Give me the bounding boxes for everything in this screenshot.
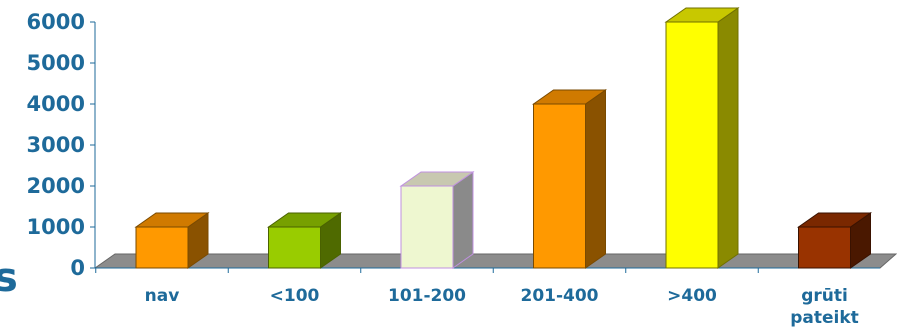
y-tick-label: 0	[70, 256, 85, 280]
bar-front	[665, 21, 719, 269]
y-tick-label: 4000	[27, 92, 85, 116]
bar-front	[400, 185, 454, 269]
chart-axes	[90, 21, 880, 273]
bar	[134, 212, 210, 269]
x-axis-tick-labels: nav <100 101-200 201-400 >400 grūti pateikt	[145, 286, 859, 328]
bar-side	[585, 89, 606, 269]
chart-floor	[93, 253, 897, 269]
bar-front	[533, 103, 586, 269]
y-tick-label: 3000	[27, 133, 85, 157]
bar-front	[268, 226, 321, 269]
y-tick-label: 1000	[27, 215, 85, 239]
x-tick-label: grūti pateikt	[790, 286, 859, 328]
y-tick-label: 2000	[27, 174, 85, 198]
x-tick-label: nav	[145, 286, 180, 306]
bar-front	[798, 226, 851, 269]
bar	[399, 171, 475, 269]
floor-plane	[93, 253, 897, 269]
y-axis-tick-labels: 0 1000 2000 3000 4000 5000 6000	[27, 10, 85, 280]
y-tick-label: 5000	[27, 51, 85, 75]
bar	[796, 212, 873, 269]
y-tick-label: 6000	[27, 10, 85, 34]
bar-front	[135, 226, 189, 269]
bar	[266, 212, 343, 269]
bar	[664, 7, 740, 269]
x-tick-label: >400	[667, 286, 717, 306]
bar-side	[452, 171, 474, 269]
bar-side	[717, 7, 739, 269]
x-tick-label: <100	[270, 286, 320, 306]
chart-bars	[134, 7, 873, 269]
bar	[531, 89, 608, 269]
x-tick-label: 201-400	[520, 286, 598, 306]
x-tick-label: 101-200	[388, 286, 466, 306]
cropped-letter: s	[0, 255, 18, 301]
